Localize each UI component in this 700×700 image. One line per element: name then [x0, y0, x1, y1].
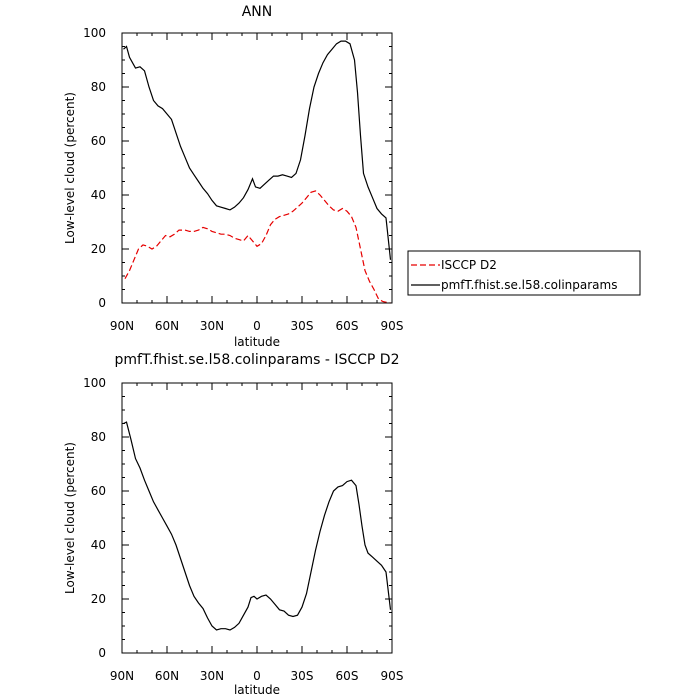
top-chart-marks: 90N 60N 30N 0 30S 60S 90S 0 20 40 60 80 100	[83, 26, 403, 333]
bottom-y-tick-label: 40	[91, 538, 106, 552]
bottom-plot-frame	[121, 382, 393, 654]
top-series-line-1	[123, 40, 392, 260]
bottom-y-tick-label: 80	[91, 430, 106, 444]
top-x-tick-label: 90S	[381, 319, 404, 333]
top-x-tick-label: 60S	[336, 319, 359, 333]
bottom-panel: pmfT.fhist.se.l58.colinparams - ISCCP D2…	[63, 352, 403, 697]
top-y-tick-label: 100	[83, 26, 106, 40]
bottom-y-tick-label: 60	[91, 484, 106, 498]
bottom-y-axis-label: Low-level cloud (percent)	[63, 442, 77, 594]
top-x-tick-label: 60N	[155, 319, 179, 333]
top-y-tick-label: 80	[91, 80, 106, 94]
bottom-x-tick-label: 30S	[291, 669, 314, 683]
bottom-x-tick-label: 90S	[381, 669, 404, 683]
top-chart-title: ANN	[242, 4, 273, 20]
bottom-y-tick-label: 20	[91, 592, 106, 606]
legend-label-isccp-d2: ISCCP D2	[441, 258, 497, 272]
bottom-series-line-0	[123, 421, 392, 631]
legend-box	[407, 250, 641, 296]
top-y-axis-label: Low-level cloud (percent)	[63, 92, 77, 244]
top-plot-frame	[121, 32, 393, 304]
top-legend: ISCCP D2 pmfT.fhist.se.l58.colinparams	[407, 250, 641, 296]
bottom-y-tick-label: 100	[83, 376, 106, 390]
top-y-tick-label: 40	[91, 188, 106, 202]
top-y-tick-label: 0	[98, 296, 106, 310]
bottom-x-tick-label: 60S	[336, 669, 359, 683]
top-y-tick-label: 20	[91, 242, 106, 256]
bottom-x-tick-label: 30N	[200, 669, 224, 683]
bottom-y-tick-label: 0	[98, 646, 106, 660]
bottom-x-tick-label: 0	[253, 669, 261, 683]
top-x-tick-label: 90N	[110, 319, 134, 333]
top-y-tick-label: 60	[91, 134, 106, 148]
top-panel: ANN latitude Low-level cloud (percent) 9…	[63, 4, 403, 349]
top-series-line-0	[124, 190, 391, 304]
bottom-x-tick-label: 60N	[155, 669, 179, 683]
bottom-x-tick-label: 90N	[110, 669, 134, 683]
top-x-tick-label: 30N	[200, 319, 224, 333]
bottom-chart-title: pmfT.fhist.se.l58.colinparams - ISCCP D2	[115, 352, 400, 368]
top-x-axis-label: latitude	[234, 335, 280, 349]
top-x-tick-label: 0	[253, 319, 261, 333]
legend-label-model: pmfT.fhist.se.l58.colinparams	[441, 278, 617, 292]
top-x-tick-label: 30S	[291, 319, 314, 333]
bottom-x-axis-label: latitude	[234, 683, 280, 697]
